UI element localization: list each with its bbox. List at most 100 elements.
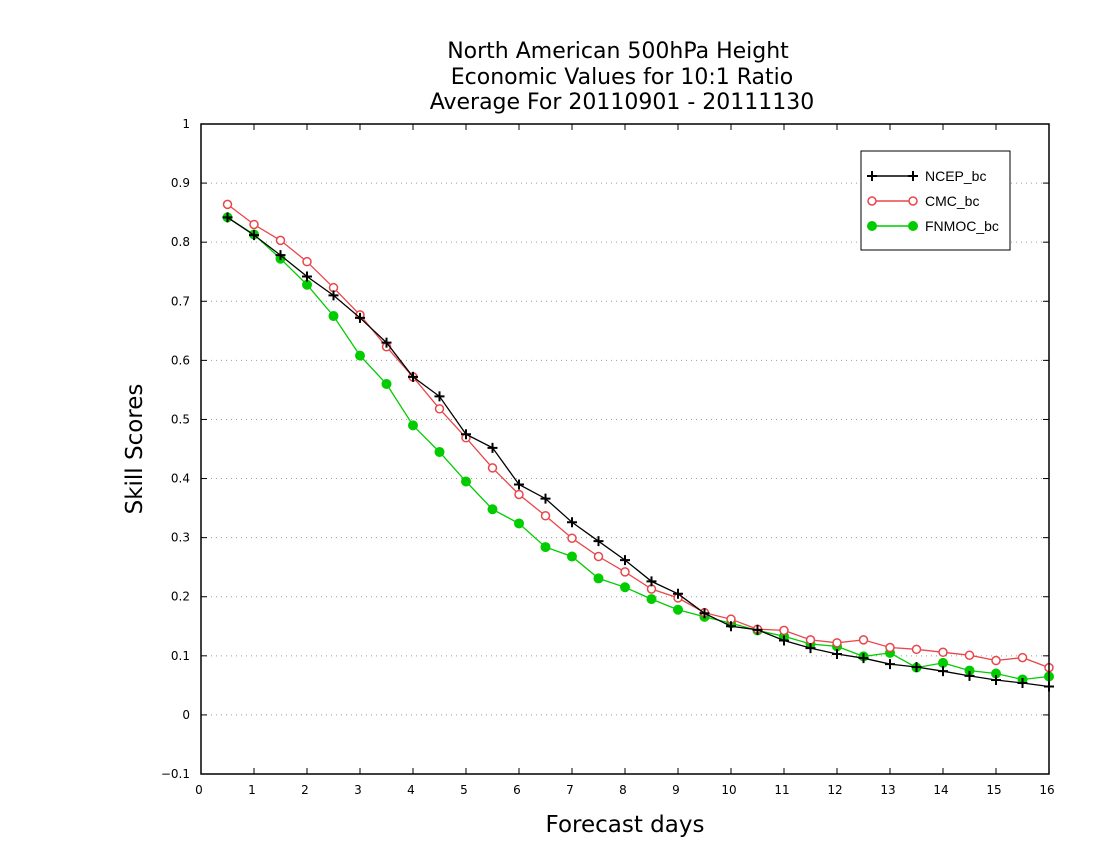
series-ncep-bc [222, 212, 1054, 692]
data-point-fnmoc-bc [673, 604, 683, 615]
series-layer [222, 199, 1054, 692]
data-point-ncep-bc [832, 649, 842, 660]
data-point-ncep-bc [646, 576, 657, 587]
data-point-cmc-bc [964, 650, 975, 660]
x-tick-label: 5 [460, 783, 468, 797]
x-tick-label: 7 [566, 783, 574, 797]
data-point-fnmoc-bc [620, 582, 630, 593]
data-point-fnmoc-bc [540, 542, 551, 553]
y-tick-label: 0.3 [171, 531, 190, 545]
data-point-fnmoc-bc [567, 551, 577, 562]
x-tick-label: 15 [986, 783, 1001, 797]
data-point-cmc-bc [540, 511, 551, 521]
legend-marker-cmc-bc [867, 196, 877, 206]
data-point-fnmoc-bc [646, 594, 657, 605]
legend: NCEP_bc CMC_bc FNMOC_bc [860, 150, 1011, 251]
data-point-cmc-bc [911, 644, 922, 655]
data-point-ncep-bc [302, 271, 312, 282]
series-line-fnmoc-bc [227, 216, 1050, 681]
data-point-fnmoc-bc [434, 446, 445, 457]
data-point-cmc-bc [805, 635, 816, 645]
x-tick-label: 6 [513, 783, 521, 797]
x-tick-label: 2 [301, 783, 309, 797]
y-axis-label: Skill Scores [122, 384, 148, 515]
data-point-ncep-bc [514, 479, 524, 490]
data-point-fnmoc-bc [593, 573, 604, 584]
legend-marker-ncep-bc [908, 171, 918, 181]
data-point-fnmoc-bc [938, 657, 948, 668]
data-point-fnmoc-bc [381, 379, 392, 389]
x-tick-label: 13 [880, 783, 895, 797]
y-tick-label: 0.9 [171, 176, 190, 190]
data-point-ncep-bc [805, 643, 816, 654]
data-point-cmc-bc [434, 404, 445, 414]
chart-title-line-2: Economic Values for 10:1 Ratio [451, 65, 793, 90]
x-axis-label: Forecast days [546, 812, 705, 838]
data-point-ncep-bc [567, 517, 577, 528]
x-tick-label: 4 [407, 783, 415, 797]
data-point-ncep-bc [593, 536, 604, 547]
y-tick-label: −0.1 [161, 767, 190, 781]
data-point-ncep-bc [752, 624, 763, 635]
data-point-cmc-bc [514, 489, 524, 500]
x-tick-label: 14 [933, 783, 948, 797]
data-point-ncep-bc [328, 290, 339, 301]
series-cmc-bc [222, 199, 1054, 673]
chart-title-line-1: North American 500hPa Height [447, 39, 789, 64]
data-point-cmc-bc [222, 199, 233, 210]
y-tick-label: 0.6 [171, 353, 190, 367]
series-line-ncep-bc [227, 216, 1050, 688]
data-point-ncep-bc [938, 666, 948, 677]
data-point-cmc-bc [275, 235, 286, 246]
y-tick-label: 0.4 [171, 472, 190, 486]
y-tick-label: 0.7 [171, 294, 190, 308]
legend-marker-fnmoc-bc [908, 221, 918, 231]
x-tick-label: 12 [827, 783, 842, 797]
data-point-ncep-bc [434, 391, 445, 402]
series-line-cmc-bc [227, 203, 1050, 669]
series-fnmoc-bc [222, 212, 1054, 685]
data-point-ncep-bc [620, 555, 630, 566]
data-point-ncep-bc [726, 621, 736, 632]
data-point-ncep-bc [461, 429, 471, 440]
data-point-cmc-bc [1017, 652, 1028, 663]
legend-item-cmc-bc: CMC_bc [867, 193, 979, 209]
x-tick-label: 0 [195, 783, 203, 797]
data-point-ncep-bc [275, 250, 286, 261]
x-tick-label: 3 [354, 783, 362, 797]
y-tick-label: 1 [182, 117, 190, 131]
data-point-cmc-bc [858, 635, 869, 645]
x-tick-label: 9 [672, 783, 680, 797]
y-tick-label: 0.1 [171, 649, 190, 663]
y-tick-label: 0.8 [171, 235, 190, 249]
legend-item-fnmoc-bc: FNMOC_bc [867, 218, 999, 234]
data-point-ncep-bc [355, 312, 365, 323]
data-point-cmc-bc [593, 551, 604, 562]
x-tick-label: 10 [721, 783, 736, 797]
x-tick-label: 16 [1039, 783, 1054, 797]
legend-label-cmc-bc: CMC_bc [925, 193, 979, 209]
data-point-fnmoc-bc [408, 420, 418, 431]
data-point-ncep-bc [540, 493, 551, 504]
data-point-cmc-bc [302, 256, 312, 267]
data-point-ncep-bc [487, 442, 498, 453]
data-point-ncep-bc [885, 659, 895, 670]
y-tick-label: 0 [182, 708, 190, 722]
legend-label-ncep-bc: NCEP_bc [925, 168, 986, 184]
data-point-ncep-bc [779, 635, 789, 646]
data-point-cmc-bc [567, 533, 577, 543]
data-point-ncep-bc [408, 371, 418, 382]
data-point-cmc-bc [620, 567, 630, 577]
x-tick-label: 11 [774, 783, 789, 797]
legend-marker-cmc-bc [908, 196, 918, 206]
data-point-cmc-bc [991, 655, 1001, 666]
legend-label-fnmoc-bc: FNMOC_bc [925, 218, 999, 234]
data-point-fnmoc-bc [328, 311, 339, 322]
data-point-cmc-bc [487, 463, 498, 473]
data-point-ncep-bc [911, 662, 922, 673]
data-point-cmc-bc [249, 219, 259, 230]
data-point-cmc-bc [938, 647, 948, 658]
data-point-ncep-bc [964, 670, 975, 681]
chart-title-line-3: Average For 20110901 - 20111130 [430, 90, 815, 115]
